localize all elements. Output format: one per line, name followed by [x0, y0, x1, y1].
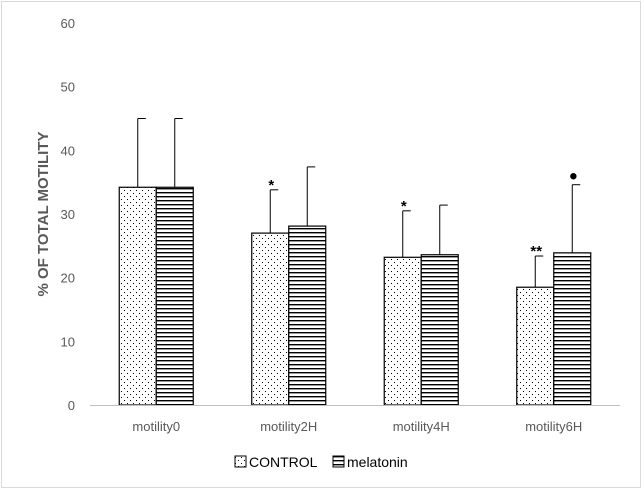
bar-melatonin-motility0 [155, 186, 194, 406]
y-tick-label: 10 [61, 334, 75, 349]
bar-melatonin-motility6H [553, 252, 592, 406]
significance-marker: * [401, 198, 407, 215]
significance-dot: ● [569, 168, 578, 185]
y-tick-label: 40 [61, 143, 75, 158]
legend-label-1: melatonin [347, 454, 408, 470]
significance-marker: ** [530, 243, 542, 260]
legend-swatch-1 [332, 455, 345, 468]
x-tick-label: motility0 [132, 419, 180, 434]
y-axis-label: % OF TOTAL MOTILITY [35, 132, 52, 297]
bars-group [118, 186, 592, 406]
legend-label-0: CONTROL [249, 454, 318, 470]
y-tick-label: 30 [61, 207, 75, 222]
bar-control-motility6H [516, 286, 555, 406]
x-tick-label: motility2H [260, 419, 317, 434]
legend: CONTROL melatonin [234, 454, 408, 470]
bar-control-motility4H [383, 256, 422, 406]
y-tick-label: 20 [61, 271, 75, 286]
bar-control-motility0 [118, 186, 157, 406]
y-tick-label: 50 [61, 80, 75, 95]
annotations-group: ****● [268, 168, 577, 260]
y-tick-label: 60 [61, 16, 75, 31]
x-tick-label: motility4H [393, 419, 450, 434]
x-tick-label: motility6H [525, 419, 582, 434]
significance-marker: * [268, 177, 274, 194]
x-axis: motility0 motility2H motility4H motility6H [90, 405, 620, 434]
legend-swatch-0 [234, 455, 247, 468]
error-bars-group [137, 118, 581, 288]
y-axis: 0 10 20 30 40 50 60 [61, 16, 75, 413]
bar-melatonin-motility4H [420, 254, 459, 406]
y-tick-label: 0 [68, 398, 75, 413]
bar-control-motility2H [251, 232, 290, 406]
bar-melatonin-motility2H [288, 225, 327, 406]
